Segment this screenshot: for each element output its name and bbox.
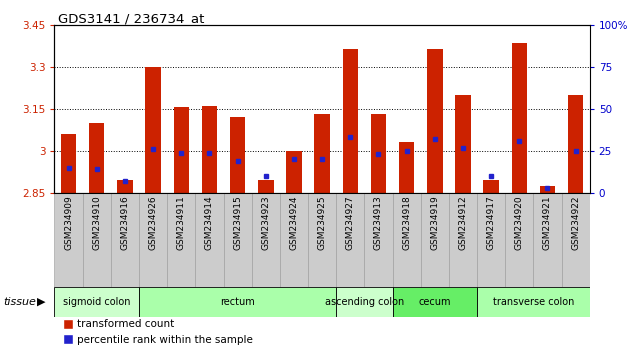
Bar [336,287,392,317]
Bar [427,48,442,193]
Bar [483,180,499,193]
Bar [146,67,161,193]
Bar [399,143,414,193]
Text: cecum: cecum [419,297,451,307]
Bar [83,193,111,287]
Bar [477,193,505,287]
Text: GSM234915: GSM234915 [233,196,242,251]
Bar [258,180,274,193]
Bar [477,287,590,317]
Bar [540,186,555,193]
Text: GSM234910: GSM234910 [92,196,101,251]
Text: GSM234922: GSM234922 [571,196,580,250]
Bar [364,193,392,287]
Bar [392,193,420,287]
Text: GSM234926: GSM234926 [149,196,158,250]
Bar [111,193,139,287]
Text: GSM234913: GSM234913 [374,196,383,251]
Text: GSM234911: GSM234911 [177,196,186,251]
Text: GDS3141 / 236734_at: GDS3141 / 236734_at [58,12,204,25]
Text: GSM234914: GSM234914 [205,196,214,250]
Text: GSM234919: GSM234919 [430,196,439,251]
Bar [336,193,364,287]
Bar [280,193,308,287]
Bar [61,134,76,193]
Text: GSM234918: GSM234918 [402,196,411,251]
Bar [230,117,246,193]
Text: rectum: rectum [221,297,255,307]
Text: GSM234923: GSM234923 [262,196,271,250]
Bar [449,193,477,287]
Bar [196,193,224,287]
Text: GSM234921: GSM234921 [543,196,552,250]
Bar [286,151,302,193]
Text: sigmoid colon: sigmoid colon [63,297,131,307]
Text: transverse colon: transverse colon [493,297,574,307]
Bar [54,287,139,317]
Bar [139,193,167,287]
Text: ascending colon: ascending colon [325,297,404,307]
Text: GSM234916: GSM234916 [121,196,129,251]
Legend: transformed count, percentile rank within the sample: transformed count, percentile rank withi… [60,315,258,349]
Text: tissue: tissue [3,297,36,307]
Text: GSM234924: GSM234924 [290,196,299,250]
Bar [202,106,217,193]
Bar [455,95,470,193]
Bar [314,114,330,193]
Bar [342,48,358,193]
Bar [89,123,104,193]
Bar [224,193,252,287]
Bar [420,193,449,287]
Bar [512,43,527,193]
Bar [505,193,533,287]
Bar [392,287,477,317]
Text: GSM234917: GSM234917 [487,196,495,251]
Bar [252,193,280,287]
Text: GSM234909: GSM234909 [64,196,73,251]
Bar [568,95,583,193]
Bar [562,193,590,287]
Bar [533,193,562,287]
Text: GSM234925: GSM234925 [317,196,327,250]
Text: ▶: ▶ [37,297,46,307]
Text: GSM234912: GSM234912 [458,196,467,250]
Text: GSM234927: GSM234927 [345,196,354,250]
Bar [117,180,133,193]
Bar [54,193,83,287]
Bar [167,193,196,287]
Bar [308,193,336,287]
Text: GSM234920: GSM234920 [515,196,524,250]
Bar [139,287,336,317]
Bar [174,108,189,193]
Bar [370,114,386,193]
